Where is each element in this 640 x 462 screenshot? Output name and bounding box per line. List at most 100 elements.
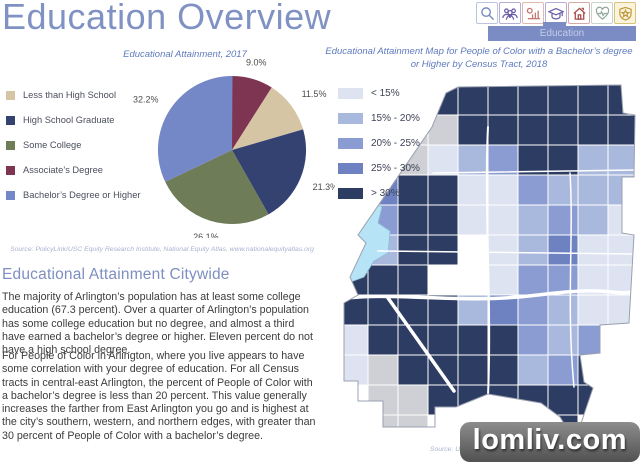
- census-tract[interactable]: [487, 384, 519, 416]
- census-tract[interactable]: [487, 324, 519, 356]
- census-tract[interactable]: [427, 324, 459, 356]
- census-tract[interactable]: [517, 324, 549, 356]
- health-icon[interactable]: [591, 2, 613, 24]
- highway-lines: [344, 126, 635, 396]
- census-tract[interactable]: [397, 234, 429, 266]
- legend-item[interactable]: Some College: [6, 140, 140, 150]
- census-tract[interactable]: [427, 264, 459, 296]
- census-tract[interactable]: [457, 114, 489, 146]
- census-tract[interactable]: [367, 324, 399, 356]
- census-tract[interactable]: [427, 204, 459, 236]
- legend-item[interactable]: < 15%: [338, 88, 420, 99]
- census-tract[interactable]: [487, 264, 519, 296]
- census-tract[interactable]: [487, 204, 519, 236]
- census-tract[interactable]: [457, 234, 489, 266]
- census-tract[interactable]: [547, 234, 579, 266]
- census-tract[interactable]: [397, 384, 429, 416]
- census-tract[interactable]: [427, 144, 459, 176]
- shield-icon[interactable]: [614, 2, 636, 24]
- census-tract[interactable]: [607, 234, 638, 266]
- pie-slice[interactable]: [232, 129, 307, 215]
- census-tract[interactable]: [607, 204, 638, 236]
- legend-item[interactable]: 20% - 25%: [338, 138, 420, 149]
- pie-slice[interactable]: [232, 75, 272, 150]
- pie-source-attribution: Source: PolicyLink/USC Equity Research I…: [10, 246, 314, 253]
- economy-icon[interactable]: [522, 2, 544, 24]
- education-tab-banner[interactable]: Education: [488, 26, 636, 41]
- census-tract[interactable]: [577, 294, 609, 326]
- census-tract[interactable]: [577, 204, 609, 236]
- census-tract[interactable]: [517, 204, 549, 236]
- census-tract[interactable]: [547, 294, 579, 326]
- census-tract[interactable]: [487, 354, 519, 386]
- census-tract[interactable]: [547, 204, 579, 236]
- census-tract[interactable]: [517, 264, 549, 296]
- census-tract[interactable]: [517, 354, 549, 386]
- census-tract[interactable]: [397, 354, 429, 386]
- census-tract[interactable]: [487, 144, 519, 176]
- census-tract[interactable]: [457, 264, 489, 296]
- people-icon[interactable]: [499, 2, 521, 24]
- pie-slice[interactable]: [232, 87, 304, 151]
- census-tract[interactable]: [547, 85, 579, 116]
- census-tract[interactable]: [367, 294, 399, 326]
- census-tract[interactable]: [547, 174, 579, 206]
- census-tract[interactable]: [487, 174, 519, 206]
- census-tract[interactable]: [517, 234, 549, 266]
- census-tract[interactable]: [397, 264, 429, 296]
- census-tract[interactable]: [547, 324, 579, 356]
- section-heading: Educational Attainment Citywide: [2, 266, 230, 283]
- census-tract[interactable]: [517, 114, 549, 146]
- census-tract[interactable]: [517, 174, 549, 206]
- census-tract[interactable]: [397, 414, 429, 445]
- legend-item[interactable]: 25% - 30%: [338, 163, 420, 174]
- census-tract[interactable]: [577, 85, 609, 116]
- census-tract[interactable]: [577, 234, 609, 266]
- legend-label: Associate’s Degree: [23, 165, 103, 175]
- census-tract[interactable]: [457, 144, 489, 176]
- census-tract[interactable]: [607, 324, 638, 356]
- census-tract[interactable]: [607, 174, 638, 206]
- census-tract[interactable]: [517, 85, 549, 116]
- census-tract[interactable]: [547, 384, 579, 416]
- census-tract[interactable]: [338, 324, 369, 356]
- education-icon[interactable]: [545, 2, 567, 24]
- legend-item[interactable]: Bachelor’s Degree or Higher: [6, 190, 140, 200]
- census-tract[interactable]: [427, 114, 459, 146]
- census-tract[interactable]: [607, 294, 638, 326]
- census-tract[interactable]: [517, 144, 549, 176]
- census-tract[interactable]: [577, 174, 609, 206]
- census-tract[interactable]: [457, 174, 489, 206]
- census-tract[interactable]: [338, 294, 369, 326]
- census-tract[interactable]: [397, 204, 429, 236]
- census-tract[interactable]: [487, 85, 519, 116]
- search-icon[interactable]: [476, 2, 498, 24]
- census-tract[interactable]: [457, 204, 489, 236]
- legend-item[interactable]: Less than High School: [6, 90, 140, 100]
- legend-item[interactable]: 15% - 20%: [338, 113, 420, 124]
- census-tract[interactable]: [457, 354, 489, 386]
- census-tract[interactable]: [367, 264, 399, 296]
- census-tract[interactable]: [457, 324, 489, 356]
- legend-item[interactable]: > 30%: [338, 188, 420, 199]
- census-tract[interactable]: [487, 114, 519, 146]
- census-tract[interactable]: [517, 294, 549, 326]
- census-tract[interactable]: [427, 174, 459, 206]
- pie-slice[interactable]: [157, 75, 233, 182]
- census-tract[interactable]: [547, 114, 579, 146]
- home-icon[interactable]: [568, 2, 590, 24]
- census-tract[interactable]: [457, 85, 489, 116]
- census-tract[interactable]: [338, 354, 369, 386]
- census-tract[interactable]: [607, 114, 638, 146]
- census-tract[interactable]: [487, 234, 519, 266]
- legend-item[interactable]: Associate’s Degree: [6, 165, 140, 175]
- census-tract[interactable]: [367, 354, 399, 386]
- census-tract[interactable]: [427, 234, 459, 266]
- pie-slice[interactable]: [165, 150, 269, 225]
- legend-item[interactable]: High School Graduate: [6, 115, 140, 125]
- census-tract[interactable]: [577, 114, 609, 146]
- census-tract[interactable]: [577, 324, 609, 356]
- pie-slice-label: 21.3%: [313, 182, 335, 192]
- body-paragraph: For People of Color in Arlington, where …: [2, 350, 316, 442]
- nav-icon-bar: [476, 2, 636, 24]
